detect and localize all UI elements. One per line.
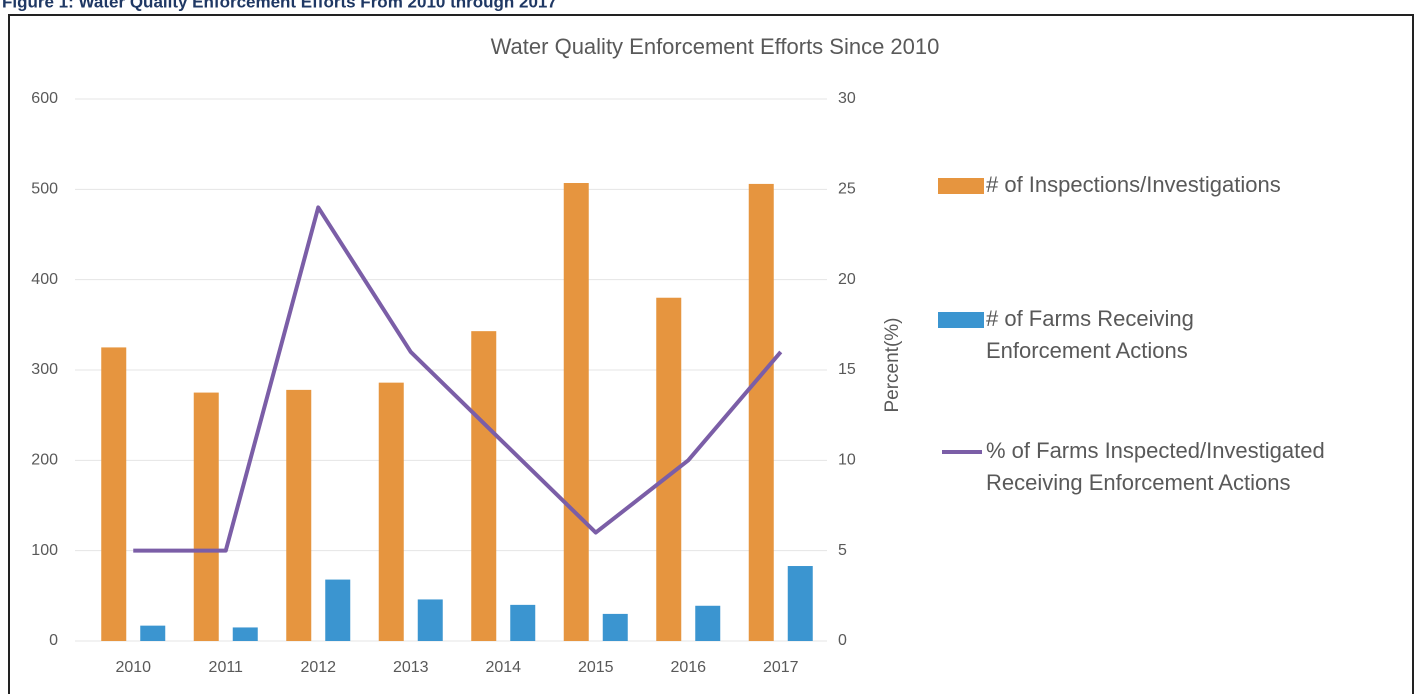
bar bbox=[378, 382, 404, 641]
bar bbox=[193, 392, 219, 641]
bar bbox=[602, 613, 628, 641]
bar bbox=[695, 605, 721, 641]
y-tick-label: 400 bbox=[31, 271, 58, 288]
bar bbox=[563, 183, 589, 641]
x-tick-label: 2014 bbox=[485, 659, 521, 676]
y2-tick-label: 10 bbox=[838, 452, 856, 469]
x-tick-label: 2016 bbox=[670, 659, 706, 676]
bar bbox=[417, 599, 443, 641]
y-tick-label: 600 bbox=[31, 90, 58, 107]
bar bbox=[140, 625, 166, 641]
x-tick-label: 2010 bbox=[115, 659, 151, 676]
chart-frame bbox=[8, 14, 1414, 694]
bar bbox=[748, 183, 774, 641]
legend-swatch bbox=[938, 178, 984, 194]
figure-caption: Figure 1: Water Quality Enforcement Effo… bbox=[2, 0, 557, 11]
y-tick-label: 300 bbox=[31, 361, 58, 378]
legend-label: # of Farms Receiving Enforcement Actions bbox=[986, 306, 1200, 363]
x-tick-label: 2011 bbox=[209, 659, 244, 676]
y2-tick-label: 15 bbox=[838, 361, 856, 378]
chart-title: Water Quality Enforcement Efforts Since … bbox=[491, 34, 940, 59]
x-tick-label: 2012 bbox=[300, 659, 336, 676]
x-tick-label: 2015 bbox=[578, 659, 614, 676]
y2-tick-label: 30 bbox=[838, 90, 856, 107]
bar bbox=[232, 627, 258, 641]
y-tick-label: 500 bbox=[31, 181, 58, 198]
legend-label: # of Inspections/Investigations bbox=[986, 172, 1281, 197]
y2-tick-label: 25 bbox=[838, 181, 856, 198]
bar bbox=[325, 579, 351, 641]
y2-tick-label: 5 bbox=[838, 542, 847, 559]
bar bbox=[510, 604, 536, 641]
y2-tick-label: 20 bbox=[838, 271, 856, 288]
x-tick-label: 2013 bbox=[393, 659, 429, 676]
y-tick-label: 100 bbox=[31, 542, 58, 559]
y2-axis-label: Percent(%) bbox=[882, 317, 903, 412]
line bbox=[133, 205, 783, 553]
y2-tick-label: 0 bbox=[838, 632, 847, 649]
bar bbox=[787, 566, 813, 641]
bar bbox=[101, 347, 127, 641]
bar bbox=[286, 389, 312, 641]
x-tick-label: 2017 bbox=[763, 659, 799, 676]
bar bbox=[471, 331, 497, 641]
legend-label: % of Farms Inspected/Investigated Receiv… bbox=[986, 438, 1331, 495]
y-tick-label: 0 bbox=[49, 632, 58, 649]
legend-swatch bbox=[938, 312, 984, 328]
y-tick-label: 200 bbox=[31, 452, 58, 469]
